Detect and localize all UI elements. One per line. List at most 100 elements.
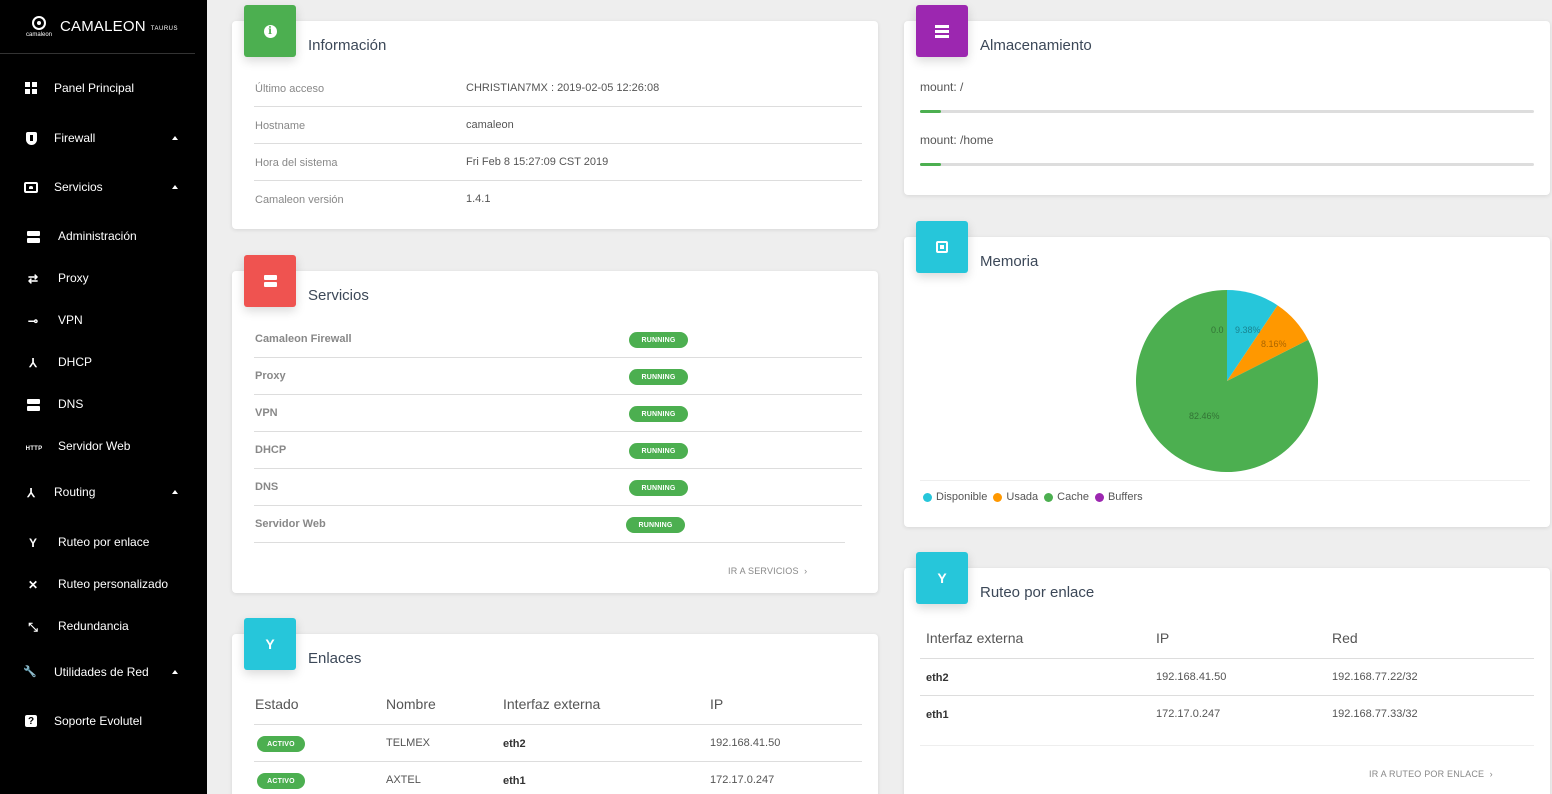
routing-card: Y Ruteo por enlace Interfaz externa IP R… [904, 552, 1550, 794]
service-name: DNS [255, 481, 279, 493]
sidebar-item-label: Ruteo por enlace [58, 535, 150, 549]
sidebar-item-proxy[interactable]: ⇄ Proxy [0, 270, 207, 286]
column-header: Estado [255, 696, 299, 712]
divider [920, 658, 1534, 659]
go-to-services-link[interactable]: IR A SERVICIOS › [728, 566, 807, 576]
sidebar-item-soporte-evolutel[interactable]: ? Soporte Evolutel [0, 713, 207, 729]
help-icon: ? [24, 714, 38, 728]
logo-text: camaleon [25, 31, 52, 38]
fork-icon: Y [244, 618, 296, 670]
status-badge: ACTIVO [257, 773, 305, 789]
storage-progress [920, 163, 1534, 166]
pie-label: 82.46% [1189, 411, 1220, 421]
pie-label: 8.16% [1261, 339, 1287, 349]
sidebar-item-ruteo-por-enlace[interactable]: Y Ruteo por enlace [0, 534, 207, 550]
info-key: Hora del sistema [255, 157, 338, 169]
info-value: 1.4.1 [466, 193, 491, 205]
memory-card: Memoria 0.0 9.38% 8.16% 82.46% Disponible U… [904, 221, 1550, 527]
service-name: Camaleon Firewall [255, 333, 352, 345]
progress-fill [920, 163, 942, 166]
pie-slice-cache[interactable] [1136, 290, 1318, 472]
caret-up-icon [172, 136, 178, 140]
sidebar-item-label: Firewall [54, 131, 96, 145]
fork-icon: Y [28, 536, 37, 550]
column-header: IP [710, 696, 724, 712]
camaleon-logo-icon: camaleon [24, 12, 54, 42]
sidebar-item-panel-principal[interactable]: Panel Principal [0, 80, 207, 96]
expand-icon: ⤡ [28, 620, 38, 634]
link-ip: 172.17.0.247 [710, 774, 775, 786]
divider [254, 357, 862, 358]
sidebar-item-dns[interactable]: DNS [0, 396, 207, 412]
sidebar-item-redundancia[interactable]: ⤡ Redundancia [0, 618, 207, 634]
status-badge: RUNNING [626, 517, 685, 533]
sidebar-item-servicios[interactable]: Servicios [0, 179, 207, 195]
divider [920, 480, 1530, 481]
progress-fill [920, 110, 942, 113]
swap-icon: ⇄ [27, 272, 39, 286]
column-header: Interfaz externa [926, 630, 1024, 646]
storage-card: Almacenamiento mount: / mount: /home [904, 5, 1550, 195]
http-icon: HTTP [25, 446, 43, 452]
storage-progress [920, 110, 1534, 113]
info-value: CHRISTIAN7MX : 2019-02-05 12:26:08 [466, 82, 660, 94]
link-interface: eth1 [503, 775, 526, 787]
legend-entry-disponible: Disponible [923, 491, 987, 503]
divider [254, 431, 862, 432]
info-key: Hostname [255, 120, 306, 132]
server-icon [26, 230, 40, 244]
legend-entry-buffers: Buffers [1094, 491, 1143, 503]
caret-up-icon [172, 185, 178, 189]
divider [254, 542, 845, 543]
sidebar-item-firewall[interactable]: Firewall [0, 130, 207, 146]
card-title: Almacenamiento [980, 37, 1092, 54]
route-ip: 192.168.41.50 [1156, 671, 1227, 683]
mount-label: mount: / [920, 80, 964, 94]
route-ip: 172.17.0.247 [1156, 708, 1221, 720]
chart-legend: Disponible Usada Cache Buffers [923, 491, 1149, 503]
sidebar-item-administracion[interactable]: Administración [0, 228, 207, 244]
chevron-right-icon: › [804, 566, 808, 576]
service-name: VPN [255, 407, 278, 419]
info-value: Fri Feb 8 15:27:09 CST 2019 [466, 156, 609, 168]
services-icon [24, 180, 38, 194]
route-interface: eth1 [926, 709, 949, 721]
info-key: Último acceso [255, 83, 325, 95]
brand-name: CAMALEON [60, 18, 146, 35]
info-card: i Información Último acceso CHRISTIAN7MX… [232, 5, 878, 229]
status-badge: ACTIVO [257, 736, 305, 752]
pie-slice-usada[interactable] [1227, 305, 1309, 381]
divider [254, 468, 862, 469]
divider [254, 180, 862, 181]
brand[interactable]: camaleon CAMALEON TAURUS [0, 0, 195, 54]
sidebar-item-ruteo-personalizado[interactable]: ✕ Ruteo personalizado [0, 576, 207, 592]
route-network: 192.168.77.22/32 [1332, 671, 1418, 683]
divider [254, 106, 862, 107]
sidebar-item-utilidades-de-red[interactable]: 🔧 Utilidades de Red [0, 664, 207, 680]
services-card: Servicios Camaleon Firewall RUNNING Prox… [232, 255, 878, 593]
link-name: AXTEL [386, 774, 421, 786]
sidebar-item-label: Redundancia [58, 619, 129, 633]
card-title: Información [308, 37, 387, 54]
service-name: DHCP [255, 444, 287, 456]
divider [920, 695, 1534, 696]
info-value: camaleon [466, 119, 514, 131]
sidebar: camaleon CAMALEON TAURUS Panel Principal… [0, 0, 207, 794]
divider [254, 761, 862, 762]
column-header: IP [1156, 630, 1170, 646]
sidebar-item-servidor-web[interactable]: HTTP Servidor Web [0, 438, 207, 454]
server-icon [244, 255, 296, 307]
sidebar-item-dhcp[interactable]: ⅄ DHCP [0, 354, 207, 370]
fork-icon: Y [916, 552, 968, 604]
status-badge: RUNNING [629, 480, 688, 496]
sidebar-item-label: DNS [58, 397, 84, 411]
info-icon: i [244, 5, 296, 57]
go-to-routing-link[interactable]: IR A RUTEO POR ENLACE › [1369, 769, 1493, 779]
info-key: Camaleon versión [255, 194, 344, 206]
links-card: Y Enlaces Estado Nombre Interfaz externa… [232, 618, 878, 794]
pie-slice-disponible[interactable] [1227, 290, 1278, 381]
sidebar-item-vpn[interactable]: ⊸ VPN [0, 312, 207, 328]
link-interface: eth2 [503, 738, 526, 750]
memory-pie-chart: 0.0 9.38%8.16% 82.46% [1136, 290, 1318, 472]
sidebar-item-routing[interactable]: ⅄ Routing [0, 484, 207, 500]
